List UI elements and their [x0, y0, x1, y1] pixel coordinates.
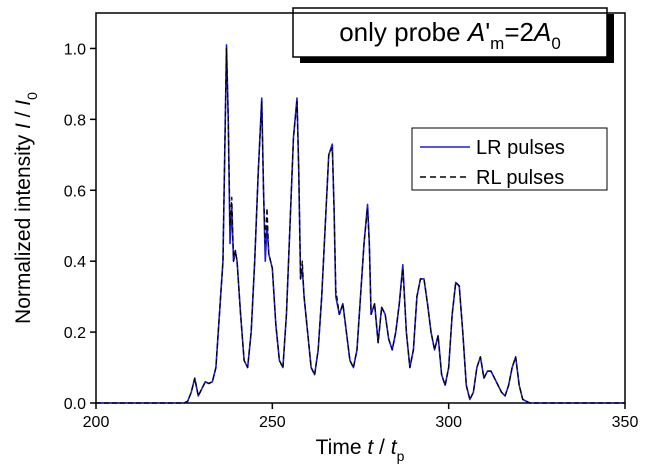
- series-line: [96, 47, 625, 404]
- text-part: A: [466, 17, 485, 47]
- text-part: 0: [551, 34, 560, 53]
- x-tick-label: 250: [259, 414, 286, 431]
- y-tick-label: 0.8: [64, 112, 86, 129]
- text-part: Normalized intensity: [12, 129, 35, 324]
- text-part: =2: [504, 17, 534, 47]
- text-part: ': [485, 17, 490, 47]
- x-tick-label: 300: [435, 414, 462, 431]
- text-part: A: [532, 17, 551, 47]
- y-tick-label: 0.0: [64, 396, 86, 413]
- text-part: only probe: [339, 17, 468, 47]
- y-tick-label: 0.4: [64, 254, 86, 271]
- y-axis-label: Normalized intensity I / I0: [12, 92, 40, 324]
- text-part: /: [373, 436, 391, 459]
- y-tick-label: 0.2: [64, 325, 86, 342]
- text-part: Time: [316, 436, 368, 459]
- text-part: 0: [24, 92, 40, 100]
- y-tick-label: 1.0: [64, 41, 86, 58]
- legend-label: LR pulses: [476, 137, 565, 159]
- text-part: /: [12, 106, 35, 124]
- legend-box: [411, 127, 608, 191]
- x-tick-label: 350: [612, 414, 639, 431]
- title-box: [292, 7, 608, 58]
- plot-frame: [95, 12, 626, 404]
- text-part: t: [391, 436, 398, 459]
- x-tick-label: 200: [83, 414, 110, 431]
- x-axis-label: Time t / tp: [316, 436, 405, 464]
- series-line: [96, 44, 625, 404]
- y-tick-label: 0.6: [64, 183, 86, 200]
- text-part: t: [367, 436, 374, 459]
- chart-title: only probe A'm=2A0: [339, 17, 561, 53]
- text-part: I: [12, 123, 35, 129]
- text-part: p: [397, 448, 405, 464]
- text-part: m: [490, 34, 504, 53]
- legend-label: RL pulses: [476, 167, 564, 189]
- text-part: I: [12, 100, 35, 106]
